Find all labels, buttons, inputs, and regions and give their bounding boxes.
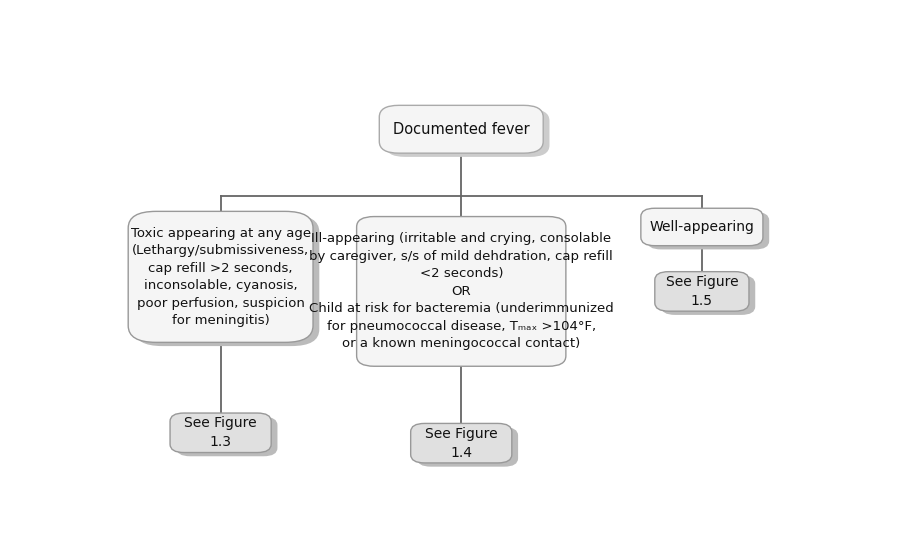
- FancyBboxPatch shape: [655, 272, 749, 311]
- FancyBboxPatch shape: [134, 215, 320, 346]
- FancyBboxPatch shape: [379, 105, 544, 153]
- Text: Well-appearing: Well-appearing: [650, 220, 754, 234]
- FancyBboxPatch shape: [662, 275, 755, 315]
- FancyBboxPatch shape: [641, 208, 763, 246]
- FancyBboxPatch shape: [647, 212, 770, 249]
- Text: Documented fever: Documented fever: [393, 122, 529, 137]
- FancyBboxPatch shape: [385, 109, 550, 157]
- FancyBboxPatch shape: [410, 423, 512, 463]
- FancyBboxPatch shape: [356, 217, 566, 366]
- FancyBboxPatch shape: [417, 427, 518, 467]
- FancyBboxPatch shape: [176, 417, 277, 456]
- FancyBboxPatch shape: [170, 413, 271, 453]
- Text: Toxic appearing at any age
(Lethargy/submissiveness,
cap refill >2 seconds,
inco: Toxic appearing at any age (Lethargy/sub…: [130, 227, 310, 327]
- Text: Ill-appearing (irritable and crying, consolable
by caregiver, s/s of mild dehdra: Ill-appearing (irritable and crying, con…: [309, 232, 614, 350]
- Text: See Figure
1.5: See Figure 1.5: [666, 275, 738, 308]
- FancyBboxPatch shape: [128, 211, 313, 342]
- Text: See Figure
1.4: See Figure 1.4: [425, 427, 498, 460]
- Text: See Figure
1.3: See Figure 1.3: [184, 416, 256, 449]
